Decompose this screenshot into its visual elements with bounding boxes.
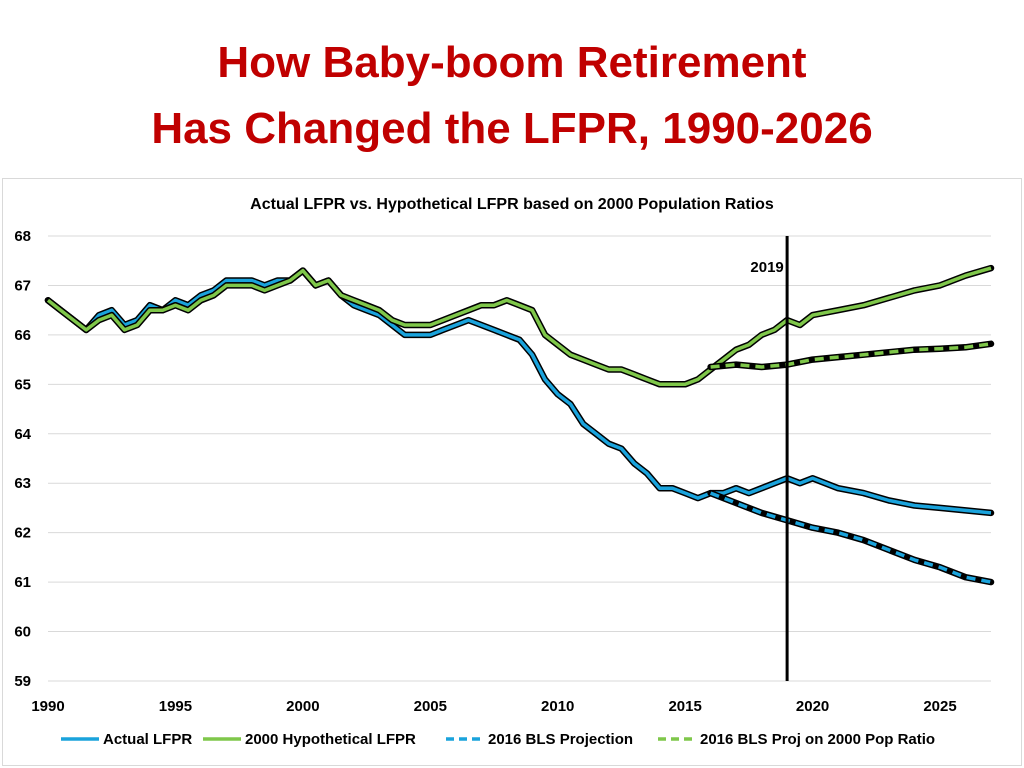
series-line [710, 342, 992, 369]
x-tick-label: 2000 [286, 698, 319, 715]
y-tick-label: 64 [14, 426, 31, 443]
x-tick-label: 2015 [668, 698, 701, 715]
vline-label: 2019 [750, 259, 783, 276]
series-actual-lfpr [44, 267, 995, 517]
series-lines [44, 264, 995, 586]
slide-title-line-2: Has Changed the LFPR, 1990-2026 [151, 104, 873, 153]
grid-lines [48, 235, 991, 682]
series-2000-hypothetical-lfpr [44, 264, 995, 388]
x-tick-label: 2010 [541, 698, 574, 715]
legend-item-2016-bls-projection: 2016 BLS Projection [446, 731, 633, 748]
series-2016-bls-proj-on-2000-pop-ratio [707, 340, 995, 371]
y-axis-ticks: 59 60 61 62 63 64 65 66 67 68 [14, 228, 31, 690]
legend-label: 2000 Hypothetical LFPR [245, 731, 416, 748]
vertical-marker: 2019 [750, 236, 789, 681]
series-line [46, 266, 992, 387]
x-tick-label: 1990 [31, 698, 64, 715]
chart-subtitle: Actual LFPR vs. Hypothetical LFPR based … [250, 196, 774, 213]
x-tick-label: 2005 [414, 698, 447, 715]
x-tick-label: 1995 [159, 698, 192, 715]
y-tick-label: 61 [14, 574, 31, 591]
x-axis-ticks: 1990 1995 2000 2005 2010 2015 2020 2025 [31, 698, 956, 715]
y-tick-label: 65 [14, 376, 31, 393]
y-tick-label: 62 [14, 525, 31, 542]
x-tick-label: 2025 [923, 698, 956, 715]
y-tick-label: 68 [14, 228, 31, 245]
y-tick-label: 67 [14, 277, 31, 294]
y-tick-label: 63 [14, 475, 31, 492]
slide-title-line-1: How Baby-boom Retirement [217, 38, 807, 87]
series-line [46, 268, 992, 515]
series-line [709, 491, 992, 584]
legend-label: Actual LFPR [103, 731, 192, 748]
legend-label: 2016 BLS Proj on 2000 Pop Ratio [700, 731, 935, 748]
legend-item-2016-bls-proj-on-2000-pop-ratio: 2016 BLS Proj on 2000 Pop Ratio [658, 731, 935, 748]
y-tick-label: 66 [14, 327, 31, 344]
chart-frame: Actual LFPR vs. Hypothetical LFPR based … [2, 178, 1022, 766]
legend-item-2000-hypothetical-lfpr: 2000 Hypothetical LFPR [203, 731, 416, 748]
chart-legend: Actual LFPR 2000 Hypothetical LFPR 2016 BL… [61, 731, 935, 748]
legend-label: 2016 BLS Projection [488, 731, 633, 748]
series-2016-bls-projection [707, 489, 995, 586]
legend-item-actual-lfpr: Actual LFPR [61, 731, 192, 748]
lfpr-line-chart: Actual LFPR vs. Hypothetical LFPR based … [14, 196, 995, 748]
slide-title: How Baby-boom Retirement Has Changed the… [0, 30, 1024, 162]
x-tick-label: 2020 [796, 698, 829, 715]
y-tick-label: 60 [14, 624, 31, 641]
y-tick-label: 59 [14, 673, 31, 690]
